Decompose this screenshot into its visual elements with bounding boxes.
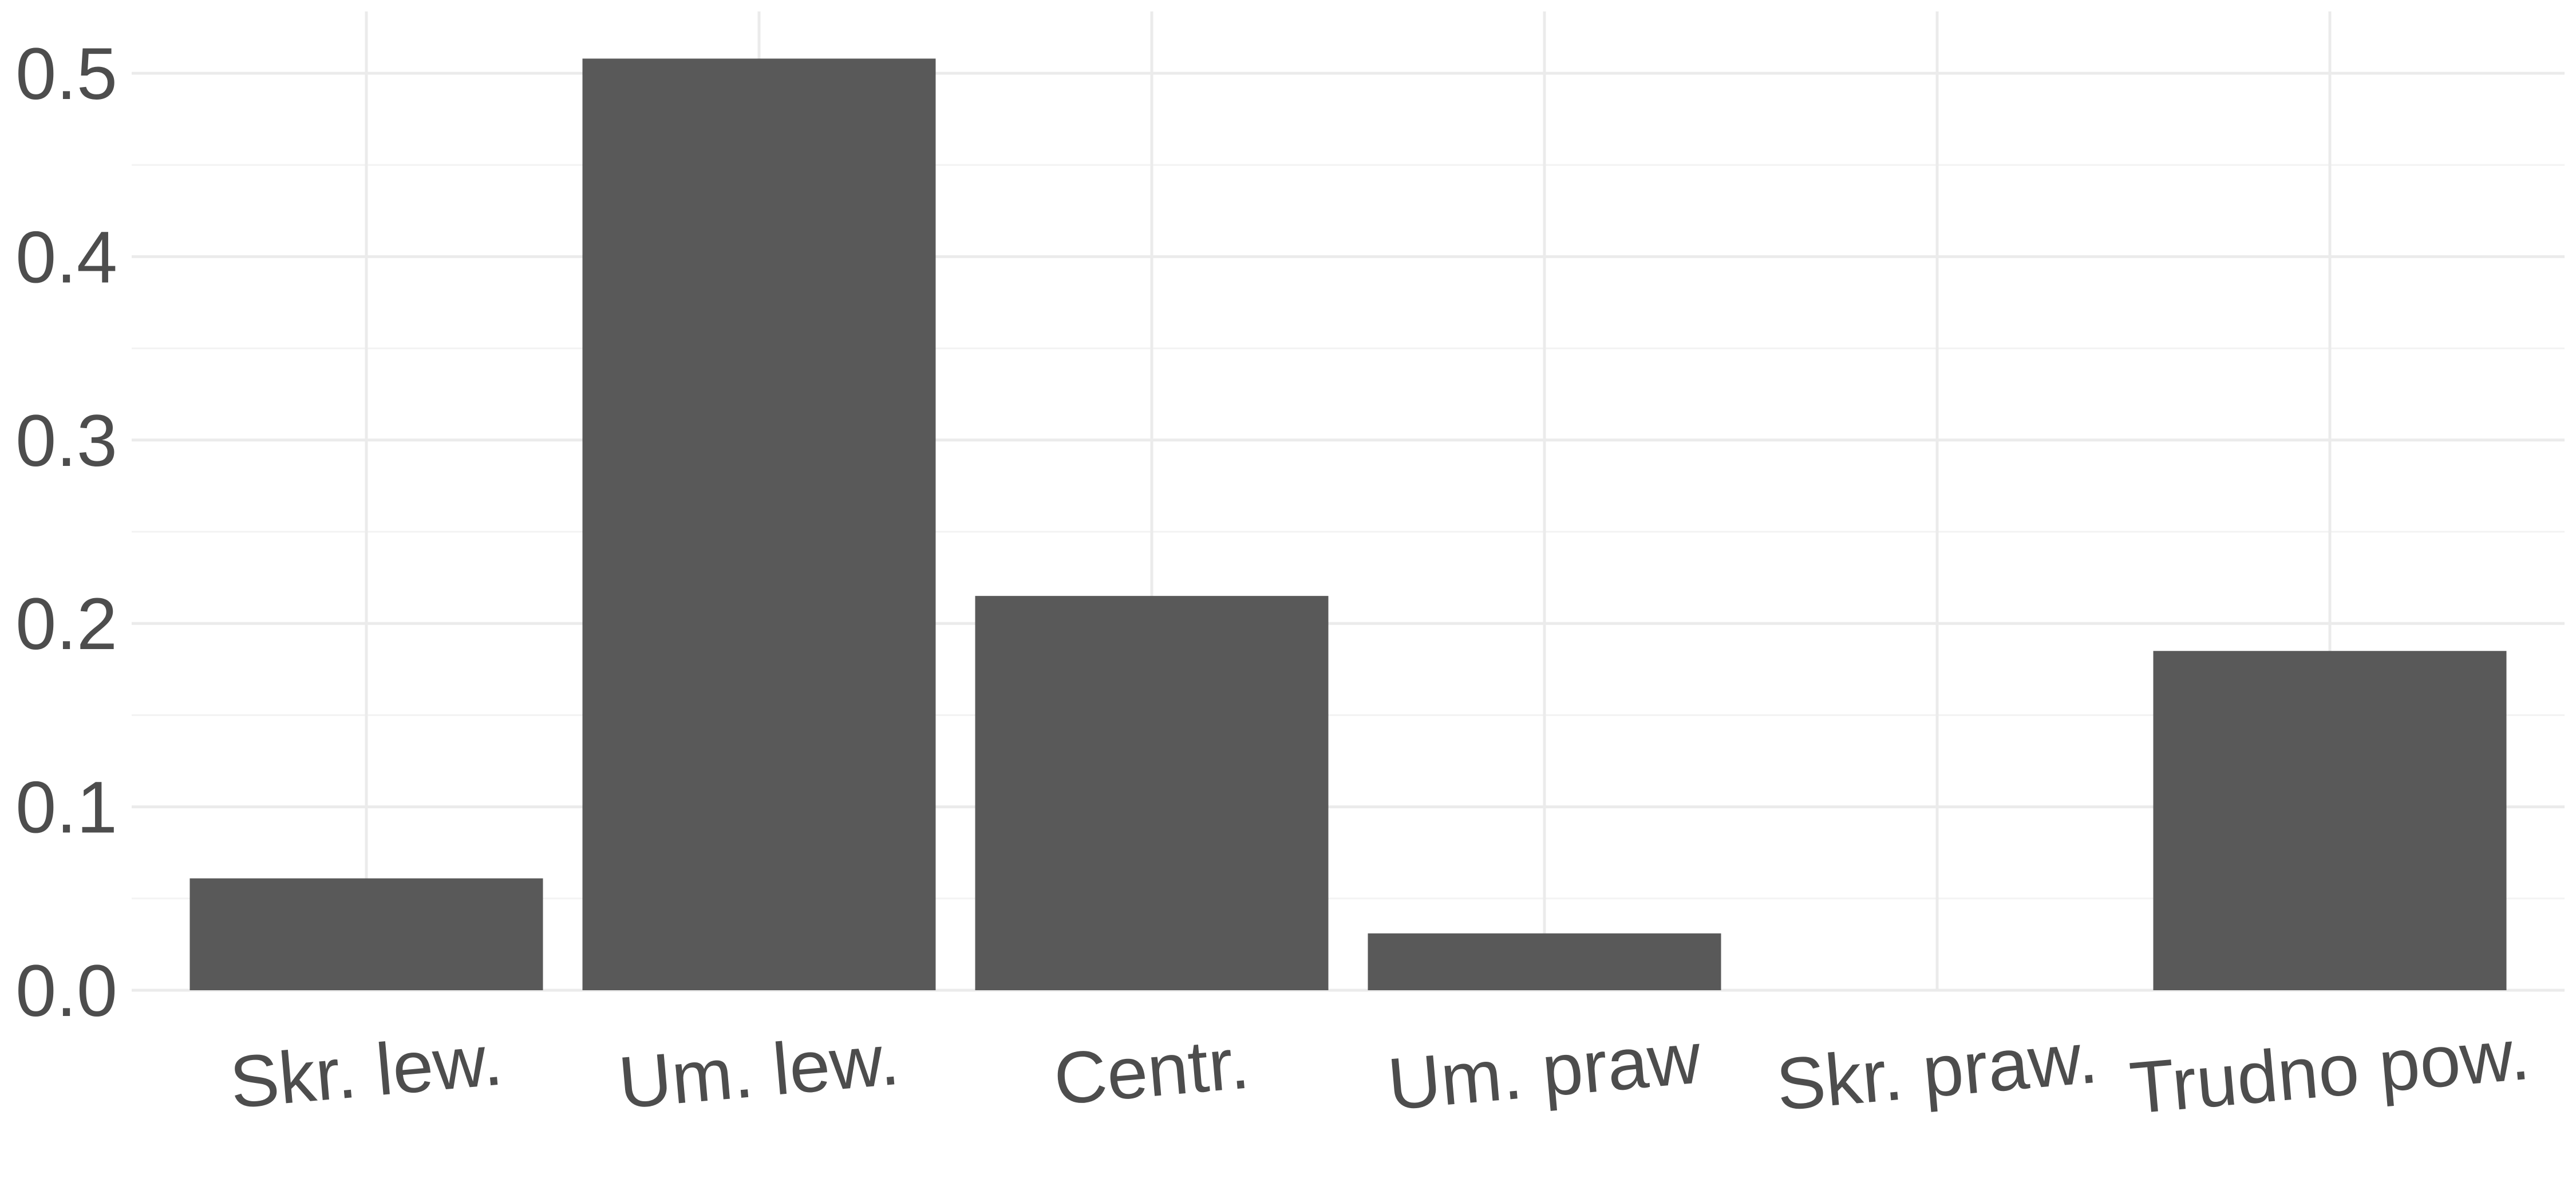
y-tick-label: 0.5 [15, 33, 117, 115]
x-tick-label: Skr. praw. [1773, 1017, 2101, 1126]
bar [582, 58, 936, 990]
bar [189, 878, 543, 990]
bars [189, 58, 2507, 990]
y-tick-label: 0.0 [15, 950, 117, 1032]
x-tick-label: Trudno pow. [2127, 1013, 2532, 1129]
y-tick-label: 0.1 [15, 767, 117, 849]
y-tick-label: 0.2 [15, 583, 117, 665]
y-tick-label: 0.3 [15, 400, 117, 482]
bar [975, 596, 1329, 990]
x-tick-label: Um. praw [1385, 1017, 1705, 1125]
bar [2153, 651, 2507, 990]
x-axis: Skr. lew. Um. lew. Centr. Um. praw Skr. praw… [227, 1013, 2532, 1129]
x-tick-label: Skr. lew. [227, 1019, 505, 1124]
x-tick-label: Centr. [1050, 1022, 1253, 1120]
y-axis: 0.0 0.1 0.2 0.3 0.4 0.5 [15, 33, 117, 1032]
x-tick-label: Um. lew. [615, 1018, 902, 1124]
y-tick-label: 0.4 [15, 216, 117, 298]
bar [1368, 933, 1721, 990]
